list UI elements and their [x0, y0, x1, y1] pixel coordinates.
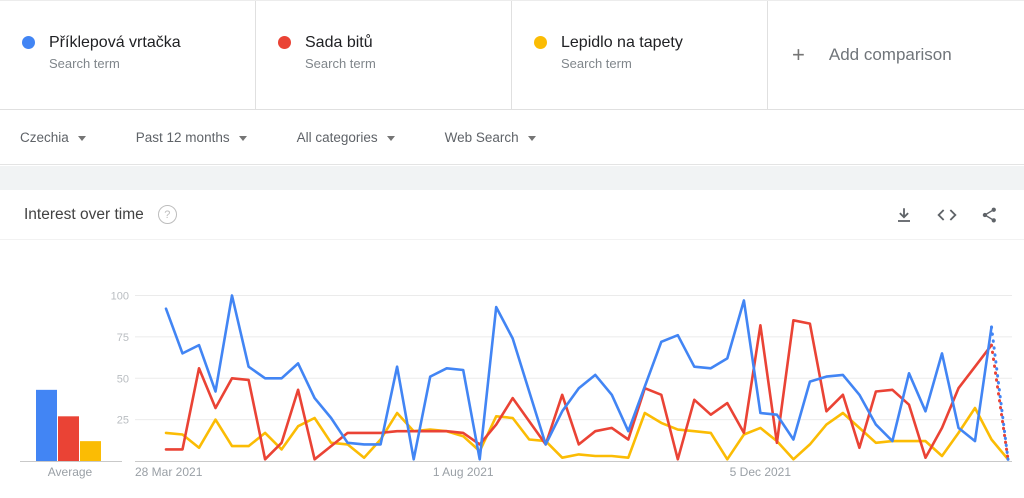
term-label: Příklepová vrtačka [49, 34, 181, 51]
svg-text:28 Mar 2021: 28 Mar 2021 [135, 465, 203, 479]
embed-code-icon[interactable] [937, 207, 957, 223]
chevron-down-icon [238, 136, 247, 141]
add-comparison-label: Add comparison [828, 45, 952, 64]
comparison-bar: Příklepová vrtačka Search term Sada bitů… [0, 0, 1024, 110]
filter-category-dropdown[interactable]: All categories [297, 130, 395, 145]
svg-text:75: 75 [117, 332, 129, 344]
section-divider [0, 166, 1024, 190]
filter-region-value: Czechia [20, 130, 69, 145]
svg-text:1 Aug 2021: 1 Aug 2021 [433, 465, 494, 479]
download-icon[interactable] [895, 206, 913, 224]
chevron-down-icon [77, 136, 86, 141]
term-type-label: Search term [561, 56, 632, 71]
svg-text:50: 50 [117, 373, 129, 385]
term-color-dot-icon [22, 36, 35, 49]
term-color-dot-icon [534, 36, 547, 49]
share-icon[interactable] [981, 206, 998, 224]
filter-time-range-value: Past 12 months [135, 130, 230, 145]
add-comparison-button[interactable]: + Add comparison [768, 1, 1024, 109]
svg-text:5 Dec 2021: 5 Dec 2021 [730, 465, 792, 479]
filter-time-range-dropdown[interactable]: Past 12 months [136, 130, 247, 145]
filters-bar: Czechia Past 12 months All categories We… [0, 111, 1024, 165]
term-label: Lepidlo na tapety [561, 34, 683, 51]
term-card-1[interactable]: Příklepová vrtačka Search term [0, 1, 256, 109]
term-label: Sada bitů [305, 34, 373, 51]
filter-search-type-value: Web Search [444, 130, 519, 145]
interest-over-time-header: Interest over time ? [0, 190, 1024, 240]
svg-text:25: 25 [117, 415, 129, 427]
chevron-down-icon [527, 136, 536, 141]
filter-search-type-dropdown[interactable]: Web Search [445, 130, 536, 145]
filter-category-value: All categories [296, 130, 378, 145]
chevron-down-icon [386, 136, 395, 141]
filter-region-dropdown[interactable]: Czechia [20, 130, 86, 145]
term-color-dot-icon [278, 36, 291, 49]
term-type-label: Search term [49, 56, 120, 71]
svg-text:Average: Average [48, 465, 93, 479]
chart-area: 100 75 50 25 Average 28 Mar 2021 1 Aug 2021 5 D… [0, 240, 1024, 498]
term-card-3[interactable]: Lepidlo na tapety Search term [512, 1, 768, 109]
help-icon[interactable]: ? [157, 205, 177, 224]
plus-icon: + [792, 42, 805, 67]
svg-text:100: 100 [111, 291, 129, 303]
line-chart-canvas: 100 75 50 25 Average 28 Mar 2021 1 Aug 2021 5 D… [20, 291, 1012, 479]
term-card-2[interactable]: Sada bitů Search term [256, 1, 512, 109]
panel-title: Interest over time [24, 205, 144, 223]
term-type-label: Search term [305, 56, 376, 71]
